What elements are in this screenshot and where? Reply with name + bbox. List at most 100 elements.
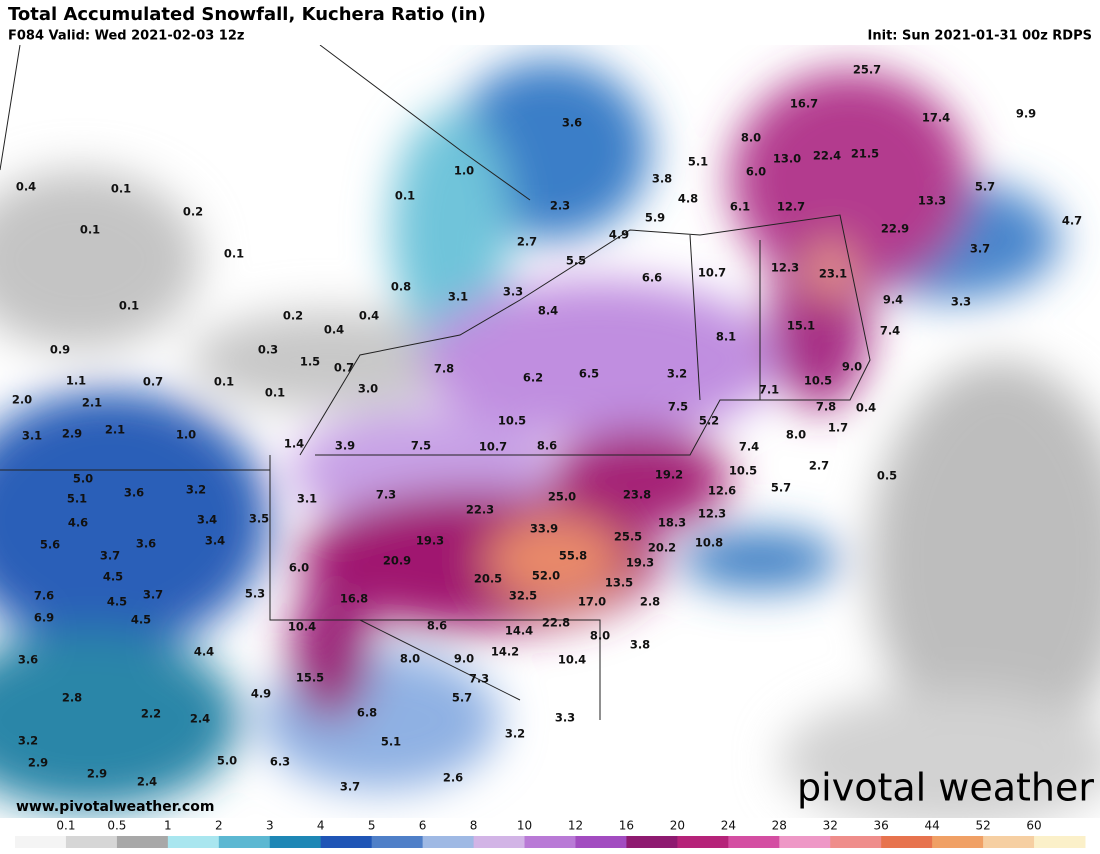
legend-label: 4 <box>317 819 325 833</box>
snow-label: 6.0 <box>289 561 309 575</box>
snow-label: 8.0 <box>590 629 610 643</box>
snow-label: 2.2 <box>141 707 161 721</box>
legend-swatch <box>320 836 373 848</box>
legend-label: 20 <box>670 819 685 833</box>
snow-label: 25.5 <box>614 530 642 544</box>
snow-label: 2.4 <box>190 712 210 726</box>
snow-label: 0.2 <box>283 309 303 323</box>
snow-label: 5.3 <box>245 587 265 601</box>
snow-label: 15.5 <box>296 671 324 685</box>
legend-label: 44 <box>925 819 940 833</box>
snow-label: 23.8 <box>623 488 651 502</box>
snow-label: 2.9 <box>87 767 107 781</box>
snow-label: 3.8 <box>630 638 650 652</box>
snow-label: 10.5 <box>498 414 526 428</box>
snow-label: 22.8 <box>542 616 570 630</box>
snow-label: 18.3 <box>658 516 686 530</box>
snow-label: 2.9 <box>28 756 48 770</box>
snow-label: 10.4 <box>288 620 316 634</box>
snow-label: 4.6 <box>68 516 88 530</box>
legend-swatch <box>626 836 678 848</box>
snow-label: 1.0 <box>176 428 196 442</box>
snow-label: 9.0 <box>842 360 862 374</box>
snow-label: 1.1 <box>66 374 86 388</box>
snow-label: 9.9 <box>1016 107 1036 121</box>
legend-swatch <box>422 836 475 848</box>
snow-label: 3.2 <box>667 367 687 381</box>
snow-label: 12.3 <box>771 261 799 275</box>
snow-label: 2.8 <box>62 691 82 705</box>
snow-label: 2.4 <box>137 775 157 789</box>
snow-label: 6.0 <box>746 165 766 179</box>
snow-label: 12.6 <box>708 484 736 498</box>
snow-label: 20.5 <box>474 572 502 586</box>
snow-label: 3.6 <box>18 653 38 667</box>
snow-label: 3.7 <box>100 549 120 563</box>
snow-label: 7.8 <box>816 400 836 414</box>
snow-label: 6.2 <box>523 371 543 385</box>
snow-label: 8.1 <box>716 330 736 344</box>
snow-label: 4.5 <box>107 595 127 609</box>
snow-label: 3.3 <box>555 711 575 725</box>
snow-label: 22.9 <box>881 222 909 236</box>
snow-label: 0.4 <box>324 323 344 337</box>
snow-label: 7.4 <box>880 324 900 338</box>
legend-swatch <box>65 836 118 848</box>
snow-label: 5.6 <box>40 538 60 552</box>
snow-label: 5.7 <box>452 691 472 705</box>
snow-label: 0.3 <box>258 343 278 357</box>
snow-label: 3.2 <box>18 734 38 748</box>
legend-label: 0.1 <box>56 819 75 833</box>
snow-label: 3.2 <box>186 483 206 497</box>
snow-label: 9.4 <box>883 293 903 307</box>
snow-label: 3.1 <box>297 492 317 506</box>
snow-label: 3.0 <box>358 382 378 396</box>
snow-label: 3.1 <box>22 429 42 443</box>
snow-label: 15.1 <box>787 319 815 333</box>
snow-label: 25.7 <box>853 63 881 77</box>
snow-label: 0.4 <box>359 309 379 323</box>
snow-label: 9.0 <box>454 652 474 666</box>
snow-label: 21.5 <box>851 147 879 161</box>
snow-label: 4.9 <box>251 687 271 701</box>
snow-label: 5.5 <box>566 254 586 268</box>
legend-label: 3 <box>266 819 274 833</box>
legend-label: 16 <box>619 819 634 833</box>
snow-label: 3.7 <box>143 588 163 602</box>
snow-label: 0.4 <box>16 180 36 194</box>
snow-label: 23.1 <box>819 267 847 281</box>
snow-label: 17.4 <box>922 111 950 125</box>
snow-label: 7.3 <box>469 672 489 686</box>
snow-label: 4.4 <box>194 645 214 659</box>
snow-label: 0.7 <box>143 375 163 389</box>
snow-label: 3.6 <box>124 486 144 500</box>
snow-label: 0.2 <box>183 205 203 219</box>
snow-label: 14.4 <box>505 624 533 638</box>
legend-label: 32 <box>823 819 838 833</box>
snow-label: 6.3 <box>270 755 290 769</box>
snow-label: 0.1 <box>111 182 131 196</box>
snow-label: 0.1 <box>214 375 234 389</box>
snow-label: 22.3 <box>466 503 494 517</box>
legend-swatch <box>473 836 526 848</box>
snow-label: 8.6 <box>537 439 557 453</box>
legend-label: 28 <box>772 819 787 833</box>
snow-label: 3.4 <box>197 513 217 527</box>
snow-label: 2.1 <box>105 423 125 437</box>
snow-label: 13.5 <box>605 576 633 590</box>
snow-label: 7.8 <box>434 362 454 376</box>
legend-swatch <box>728 836 780 848</box>
snow-label: 5.1 <box>67 492 87 506</box>
snow-label: 3.8 <box>652 172 672 186</box>
title: Total Accumulated Snowfall, Kuchera Rati… <box>8 4 486 25</box>
legend: 0.1 0.5 1 2 3 4 5 6 8 10 12 16 20 24 28 32 36 44 52 60 <box>15 819 1086 848</box>
snow-label: 5.0 <box>73 472 93 486</box>
snow-label: 4.7 <box>1062 214 1082 228</box>
legend-swatch <box>167 836 220 848</box>
legend-swatch <box>830 836 882 848</box>
map-area <box>0 44 1100 830</box>
snow-label: 3.7 <box>340 780 360 794</box>
snow-label: 2.3 <box>550 199 570 213</box>
snow-label: 3.7 <box>970 242 990 256</box>
snow-label: 0.1 <box>80 223 100 237</box>
